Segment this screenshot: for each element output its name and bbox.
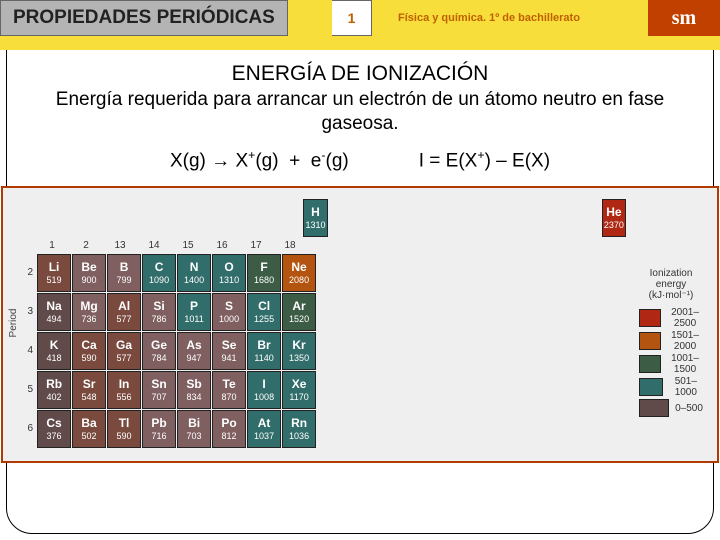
element-Pb: Pb716 [142,410,176,448]
element-Li: Li519 [37,254,71,292]
element-Bi: Bi703 [177,410,211,448]
element-Mg: Mg736 [72,293,106,331]
element-Ca: Ca590 [72,332,106,370]
element-Tl: Tl590 [107,410,141,448]
legend-item: 1001–1500 [639,353,703,375]
element-C: C1090 [142,254,176,292]
element-Kr: Kr1350 [282,332,316,370]
element-Si: Si786 [142,293,176,331]
element-Al: Al577 [107,293,141,331]
description: Energía requerida para arrancar un elect… [24,88,696,136]
element-He: He2370 [602,199,626,237]
element-Xe: Xe1170 [282,371,316,409]
period-axis-label: Period [8,309,19,338]
header-tab: PROPIEDADES PERIÓDICAS [0,0,288,36]
element-Ga: Ga577 [107,332,141,370]
element-K: K418 [37,332,71,370]
element-Sn: Sn707 [142,371,176,409]
element-Ge: Ge784 [142,332,176,370]
element-P: P1011 [177,293,211,331]
element-Be: Be900 [72,254,106,292]
group-label-17: 17 [239,240,273,251]
element-Cs: Cs376 [37,410,71,448]
element-In: In556 [107,371,141,409]
element-Ne: Ne2080 [282,254,316,292]
element-At: At1037 [247,410,281,448]
element-Po: Po812 [212,410,246,448]
element-Se: Se941 [212,332,246,370]
element-H: H1310 [303,199,327,237]
element-F: F1680 [247,254,281,292]
equation-reaction: X(g) → X+(g) + e-(g) [170,148,349,172]
page-title: ENERGÍA DE IONIZACIÓN [24,62,696,86]
element-Ba: Ba502 [72,410,106,448]
group-label-2: 2 [69,240,103,251]
element-Sb: Sb834 [177,371,211,409]
legend-item: 0–500 [639,399,703,417]
group-label-18: 18 [273,240,307,251]
element-Na: Na494 [37,293,71,331]
group-label-16: 16 [205,240,239,251]
group-label-1: 1 [35,240,69,251]
period-label-6: 6 [18,410,36,448]
element-Ar: Ar1520 [282,293,316,331]
period-label-5: 5 [18,371,36,409]
group-label-15: 15 [171,240,205,251]
legend-title: Ionizationenergy(kJ·mol⁻¹) [639,268,703,301]
element-As: As947 [177,332,211,370]
element-Cl: Cl1255 [247,293,281,331]
periodic-table: 2Li519Be900B799C1090N1400O1310F1680Ne208… [17,253,317,449]
element-N: N1400 [177,254,211,292]
page-number: 1 [332,0,372,36]
legend-item: 1501–2000 [639,330,703,352]
periodic-table-container: Period H1310He2370 12131415161718 2Li519… [1,186,719,463]
element-O: O1310 [212,254,246,292]
legend-item: 2001–2500 [639,307,703,329]
period-label-2: 2 [18,254,36,292]
period-label-4: 4 [18,332,36,370]
legend-item: 501–1000 [639,376,703,398]
element-Sr: Sr548 [72,371,106,409]
group-label-14: 14 [137,240,171,251]
element-B: B799 [107,254,141,292]
group-label-13: 13 [103,240,137,251]
equation-energy: I = E(X+) – E(X) [419,148,550,172]
element-I: I1008 [247,371,281,409]
period-label-3: 3 [18,293,36,331]
element-Te: Te870 [212,371,246,409]
energy-legend: Ionizationenergy(kJ·mol⁻¹) 2001–25001501… [639,198,703,449]
element-Rb: Rb402 [37,371,71,409]
element-Br: Br1140 [247,332,281,370]
subject-label: Física y química. 1º de bachillerato [398,0,580,36]
element-S: S1000 [212,293,246,331]
element-Rn: Rn1036 [282,410,316,448]
publisher-logo: sm [648,0,720,36]
